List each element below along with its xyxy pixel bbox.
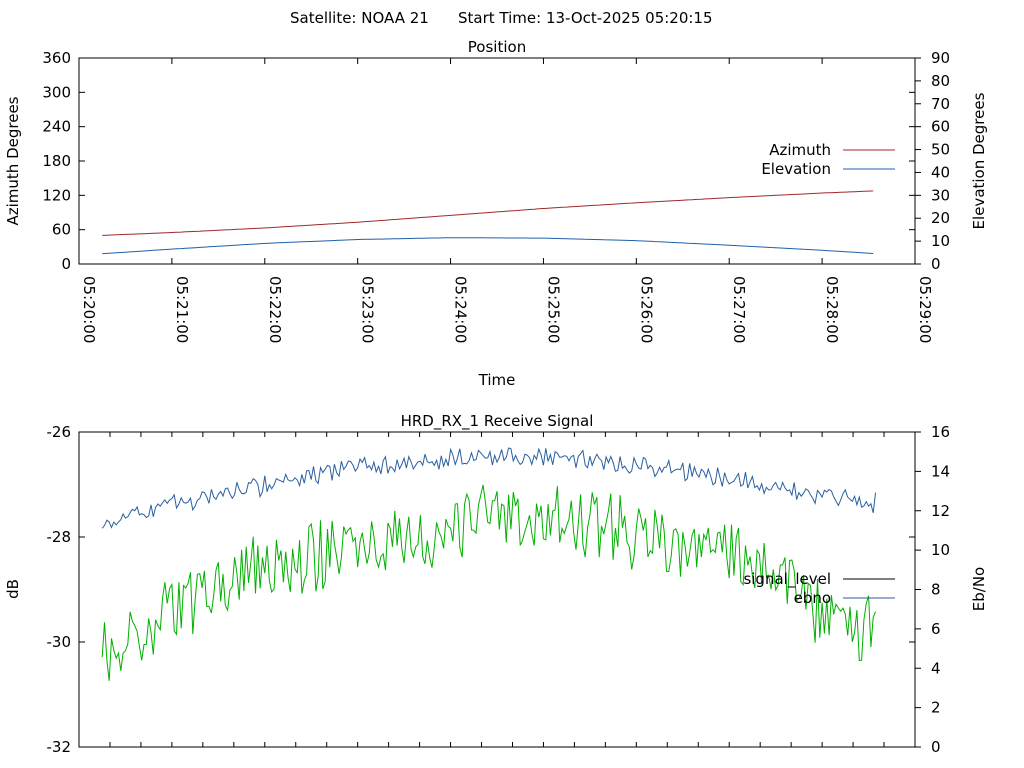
satellite-label: Satellite: NOAA 21 bbox=[290, 9, 429, 27]
y-right-tick-label: 60 bbox=[931, 118, 950, 136]
y-right-tick-label: 30 bbox=[931, 186, 950, 204]
x-tick-label: 05:26:00 bbox=[637, 276, 655, 343]
position-chart-title: Position bbox=[468, 38, 526, 56]
y-left-tick-label: 60 bbox=[52, 221, 71, 239]
y-left-tick-label: 120 bbox=[42, 186, 71, 204]
y-right-tick-label: 0 bbox=[931, 738, 941, 756]
y-left-tick-label: 0 bbox=[61, 255, 71, 273]
y-left-tick-label: 180 bbox=[42, 152, 71, 170]
position-chart: 0 60 120 180 240 300 360 0 10 20 30 40 50 60 70 80 90 05:… bbox=[42, 49, 950, 343]
y-right-tick-label: 70 bbox=[931, 95, 950, 113]
y-right-tick-label: 80 bbox=[931, 72, 950, 90]
signal-chart-title: HRD_RX_1 Receive Signal bbox=[401, 412, 594, 431]
ebno-axis-label: Eb/No bbox=[970, 567, 988, 611]
y-right-tick-label: 40 bbox=[931, 163, 950, 181]
y-right-tick-label: 12 bbox=[931, 502, 950, 520]
y-right-tick-label: 10 bbox=[931, 541, 950, 559]
start-time-label: Start Time: 13-Oct-2025 05:20:15 bbox=[458, 9, 713, 27]
y-right-tick-label: 90 bbox=[931, 49, 950, 67]
y-right-tick-label: 14 bbox=[931, 462, 950, 480]
series-line bbox=[101, 447, 876, 529]
signal-chart: -26 -28 -30 -32 0 2 4 6 8 10 12 14 16 signal_levelebn… bbox=[47, 423, 951, 756]
azimuth-axis-label: Azimuth Degrees bbox=[4, 96, 22, 225]
x-tick-label: 05:25:00 bbox=[544, 276, 562, 343]
x-tick-label: 05:22:00 bbox=[266, 276, 284, 343]
legend-label: Elevation bbox=[761, 160, 831, 178]
elevation-axis-label: Elevation Degrees bbox=[970, 92, 988, 229]
y-right-tick-label: 50 bbox=[931, 141, 950, 159]
y-left-tick-label: -30 bbox=[47, 633, 72, 651]
x-tick-label: 05:24:00 bbox=[452, 276, 470, 343]
x-tick-label: 05:20:00 bbox=[80, 276, 98, 343]
series-line bbox=[102, 237, 874, 255]
x-tick-label: 05:29:00 bbox=[916, 276, 934, 343]
series-line bbox=[102, 190, 874, 236]
plot-frame bbox=[78, 431, 916, 748]
position-x-axis-label: Time bbox=[478, 371, 516, 389]
y-right-tick-label: 6 bbox=[931, 620, 941, 638]
y-right-tick-label: 20 bbox=[931, 209, 950, 227]
y-right-tick-label: 16 bbox=[931, 423, 950, 441]
y-left-tick-label: -26 bbox=[47, 423, 72, 441]
y-left-tick-label: -32 bbox=[47, 738, 72, 756]
y-right-tick-label: 0 bbox=[931, 255, 941, 273]
x-tick-label: 05:23:00 bbox=[359, 276, 377, 343]
legend-label: Azimuth bbox=[769, 141, 831, 159]
y-left-tick-label: 360 bbox=[42, 49, 71, 67]
y-left-tick-label: 240 bbox=[42, 118, 71, 136]
legend-label: ebno bbox=[794, 589, 831, 607]
x-tick-label: 05:21:00 bbox=[173, 276, 191, 343]
y-left-tick-label: 300 bbox=[42, 83, 71, 101]
x-tick-label: 05:28:00 bbox=[823, 276, 841, 343]
y-right-tick-label: 4 bbox=[931, 659, 941, 677]
y-right-tick-label: 10 bbox=[931, 232, 950, 250]
db-axis-label: dB bbox=[4, 579, 22, 599]
y-left-tick-label: -28 bbox=[47, 528, 72, 546]
legend-label: signal_level bbox=[743, 570, 831, 589]
x-tick-label: 05:27:00 bbox=[730, 276, 748, 343]
y-right-tick-label: 8 bbox=[931, 581, 941, 599]
y-right-tick-label: 2 bbox=[931, 699, 941, 717]
series-line bbox=[101, 484, 876, 681]
